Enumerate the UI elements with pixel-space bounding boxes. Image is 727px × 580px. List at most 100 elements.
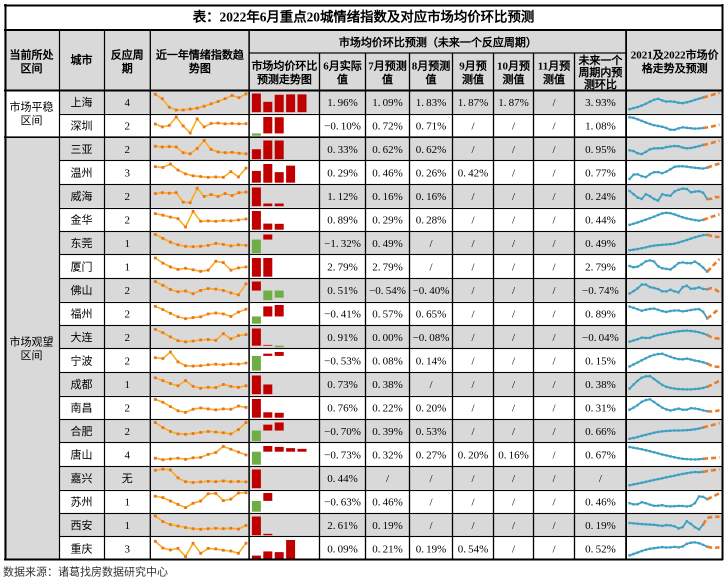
- svg-text:−0. 10%: −0. 10%: [324, 120, 361, 132]
- svg-text:−0. 73%: −0. 73%: [324, 449, 361, 461]
- svg-text:/: /: [552, 379, 556, 391]
- svg-text:市场平稳: 市场平稳: [10, 100, 54, 114]
- svg-text:/: /: [471, 214, 475, 226]
- svg-text:市场观望: 市场观望: [10, 335, 54, 349]
- svg-text:成都: 成都: [71, 378, 93, 391]
- svg-text:大连: 大连: [71, 330, 93, 344]
- svg-text:9月预: 9月预: [459, 58, 487, 72]
- svg-text:/: /: [429, 520, 433, 532]
- svg-text:0. 46%: 0. 46%: [372, 167, 403, 179]
- svg-text:0. 19%: 0. 19%: [372, 520, 403, 532]
- svg-text:2: 2: [124, 120, 130, 132]
- svg-text:反应周: 反应周: [111, 48, 144, 62]
- svg-text:0. 19%: 0. 19%: [416, 543, 447, 555]
- svg-text:/: /: [471, 473, 475, 485]
- svg-text:唐山: 唐山: [71, 447, 93, 461]
- svg-text:0. 71%: 0. 71%: [416, 120, 447, 132]
- svg-text:值: 值: [337, 72, 348, 86]
- svg-text:−0. 41%: −0. 41%: [324, 308, 361, 320]
- svg-text:0. 19%: 0. 19%: [585, 520, 616, 532]
- svg-text:4: 4: [124, 449, 130, 461]
- svg-text:3: 3: [124, 543, 130, 555]
- svg-text:−0. 08%: −0. 08%: [413, 332, 450, 344]
- svg-text:/: /: [471, 496, 475, 508]
- svg-text:0. 52%: 0. 52%: [585, 543, 616, 555]
- svg-text:0. 38%: 0. 38%: [585, 379, 616, 391]
- svg-text:/: /: [512, 496, 516, 508]
- svg-text:威海: 威海: [71, 189, 93, 203]
- svg-text:0. 95%: 0. 95%: [585, 144, 616, 156]
- svg-text:0. 44%: 0. 44%: [327, 473, 358, 485]
- svg-text:0. 29%: 0. 29%: [372, 214, 403, 226]
- svg-text:/: /: [512, 238, 516, 250]
- svg-text:预测走势图: 预测走势图: [257, 72, 312, 86]
- svg-text:0. 91%: 0. 91%: [327, 332, 358, 344]
- svg-text:/: /: [512, 520, 516, 532]
- svg-text:0. 20%: 0. 20%: [416, 402, 447, 414]
- svg-text:/: /: [552, 167, 556, 179]
- svg-text:/: /: [552, 238, 556, 250]
- svg-text:合肥: 合肥: [71, 424, 93, 438]
- svg-text:0. 76%: 0. 76%: [327, 402, 358, 414]
- svg-text:0. 67%: 0. 67%: [585, 449, 616, 461]
- svg-text:市场均价环比预测（未来一个反应周期）: 市场均价环比预测（未来一个反应周期）: [339, 35, 537, 49]
- svg-text:10月预: 10月预: [497, 58, 530, 72]
- svg-text:/: /: [552, 426, 556, 438]
- svg-text:/: /: [552, 473, 556, 485]
- svg-text:2: 2: [124, 332, 130, 344]
- svg-text:1: 1: [124, 520, 130, 532]
- svg-text:−0. 70%: −0. 70%: [324, 426, 361, 438]
- svg-text:2. 61%: 2. 61%: [327, 520, 358, 532]
- svg-text:/: /: [512, 543, 516, 555]
- svg-text:/: /: [471, 355, 475, 367]
- svg-text:0. 39%: 0. 39%: [372, 426, 403, 438]
- svg-text:测环比: 测环比: [584, 77, 617, 91]
- svg-text:0. 22%: 0. 22%: [372, 402, 403, 414]
- svg-text:/: /: [552, 543, 556, 555]
- svg-text:/: /: [471, 332, 475, 344]
- svg-text:1. 08%: 1. 08%: [585, 120, 616, 132]
- svg-text:/: /: [512, 379, 516, 391]
- svg-text:1. 09%: 1. 09%: [372, 97, 403, 109]
- svg-text:0. 29%: 0. 29%: [327, 167, 358, 179]
- svg-text:0. 27%: 0. 27%: [416, 449, 447, 461]
- svg-text:/: /: [512, 332, 516, 344]
- svg-text:/: /: [429, 261, 433, 273]
- svg-text:/: /: [471, 238, 475, 250]
- svg-text:/: /: [512, 308, 516, 320]
- svg-text:三亚: 三亚: [71, 144, 93, 156]
- svg-text:/: /: [471, 120, 475, 132]
- svg-text:8月预测: 8月预测: [412, 58, 451, 72]
- svg-text:0. 16%: 0. 16%: [372, 191, 403, 203]
- svg-text:/: /: [512, 120, 516, 132]
- svg-text:东莞: 东莞: [71, 237, 93, 250]
- svg-text:0. 08%: 0. 08%: [372, 355, 403, 367]
- svg-text:1: 1: [124, 238, 130, 250]
- svg-text:0. 33%: 0. 33%: [327, 144, 358, 156]
- svg-text:/: /: [552, 97, 556, 109]
- svg-text:3: 3: [124, 167, 130, 179]
- svg-text:/: /: [552, 191, 556, 203]
- svg-text:1. 12%: 1. 12%: [327, 191, 358, 203]
- svg-text:7月预测: 7月预测: [368, 58, 407, 72]
- svg-text:2: 2: [124, 308, 130, 320]
- svg-text:0. 49%: 0. 49%: [372, 238, 403, 250]
- svg-text:/: /: [429, 496, 433, 508]
- svg-text:/: /: [512, 167, 516, 179]
- svg-text:区间: 区间: [21, 114, 43, 127]
- svg-text:−0. 53%: −0. 53%: [324, 355, 361, 367]
- svg-text:/: /: [552, 308, 556, 320]
- svg-text:0. 66%: 0. 66%: [585, 426, 616, 438]
- svg-text:/: /: [386, 473, 390, 485]
- svg-text:/: /: [512, 285, 516, 297]
- svg-text:城市: 城市: [71, 53, 93, 67]
- svg-text:/: /: [552, 520, 556, 532]
- svg-text:0. 42%: 0. 42%: [458, 167, 489, 179]
- svg-text:/: /: [552, 496, 556, 508]
- svg-text:佛山: 佛山: [71, 284, 93, 297]
- svg-text:0. 77%: 0. 77%: [585, 167, 616, 179]
- svg-text:2. 79%: 2. 79%: [585, 261, 616, 273]
- svg-text:势图: 势图: [189, 61, 211, 75]
- svg-text:/: /: [471, 402, 475, 414]
- svg-text:金华: 金华: [71, 212, 93, 226]
